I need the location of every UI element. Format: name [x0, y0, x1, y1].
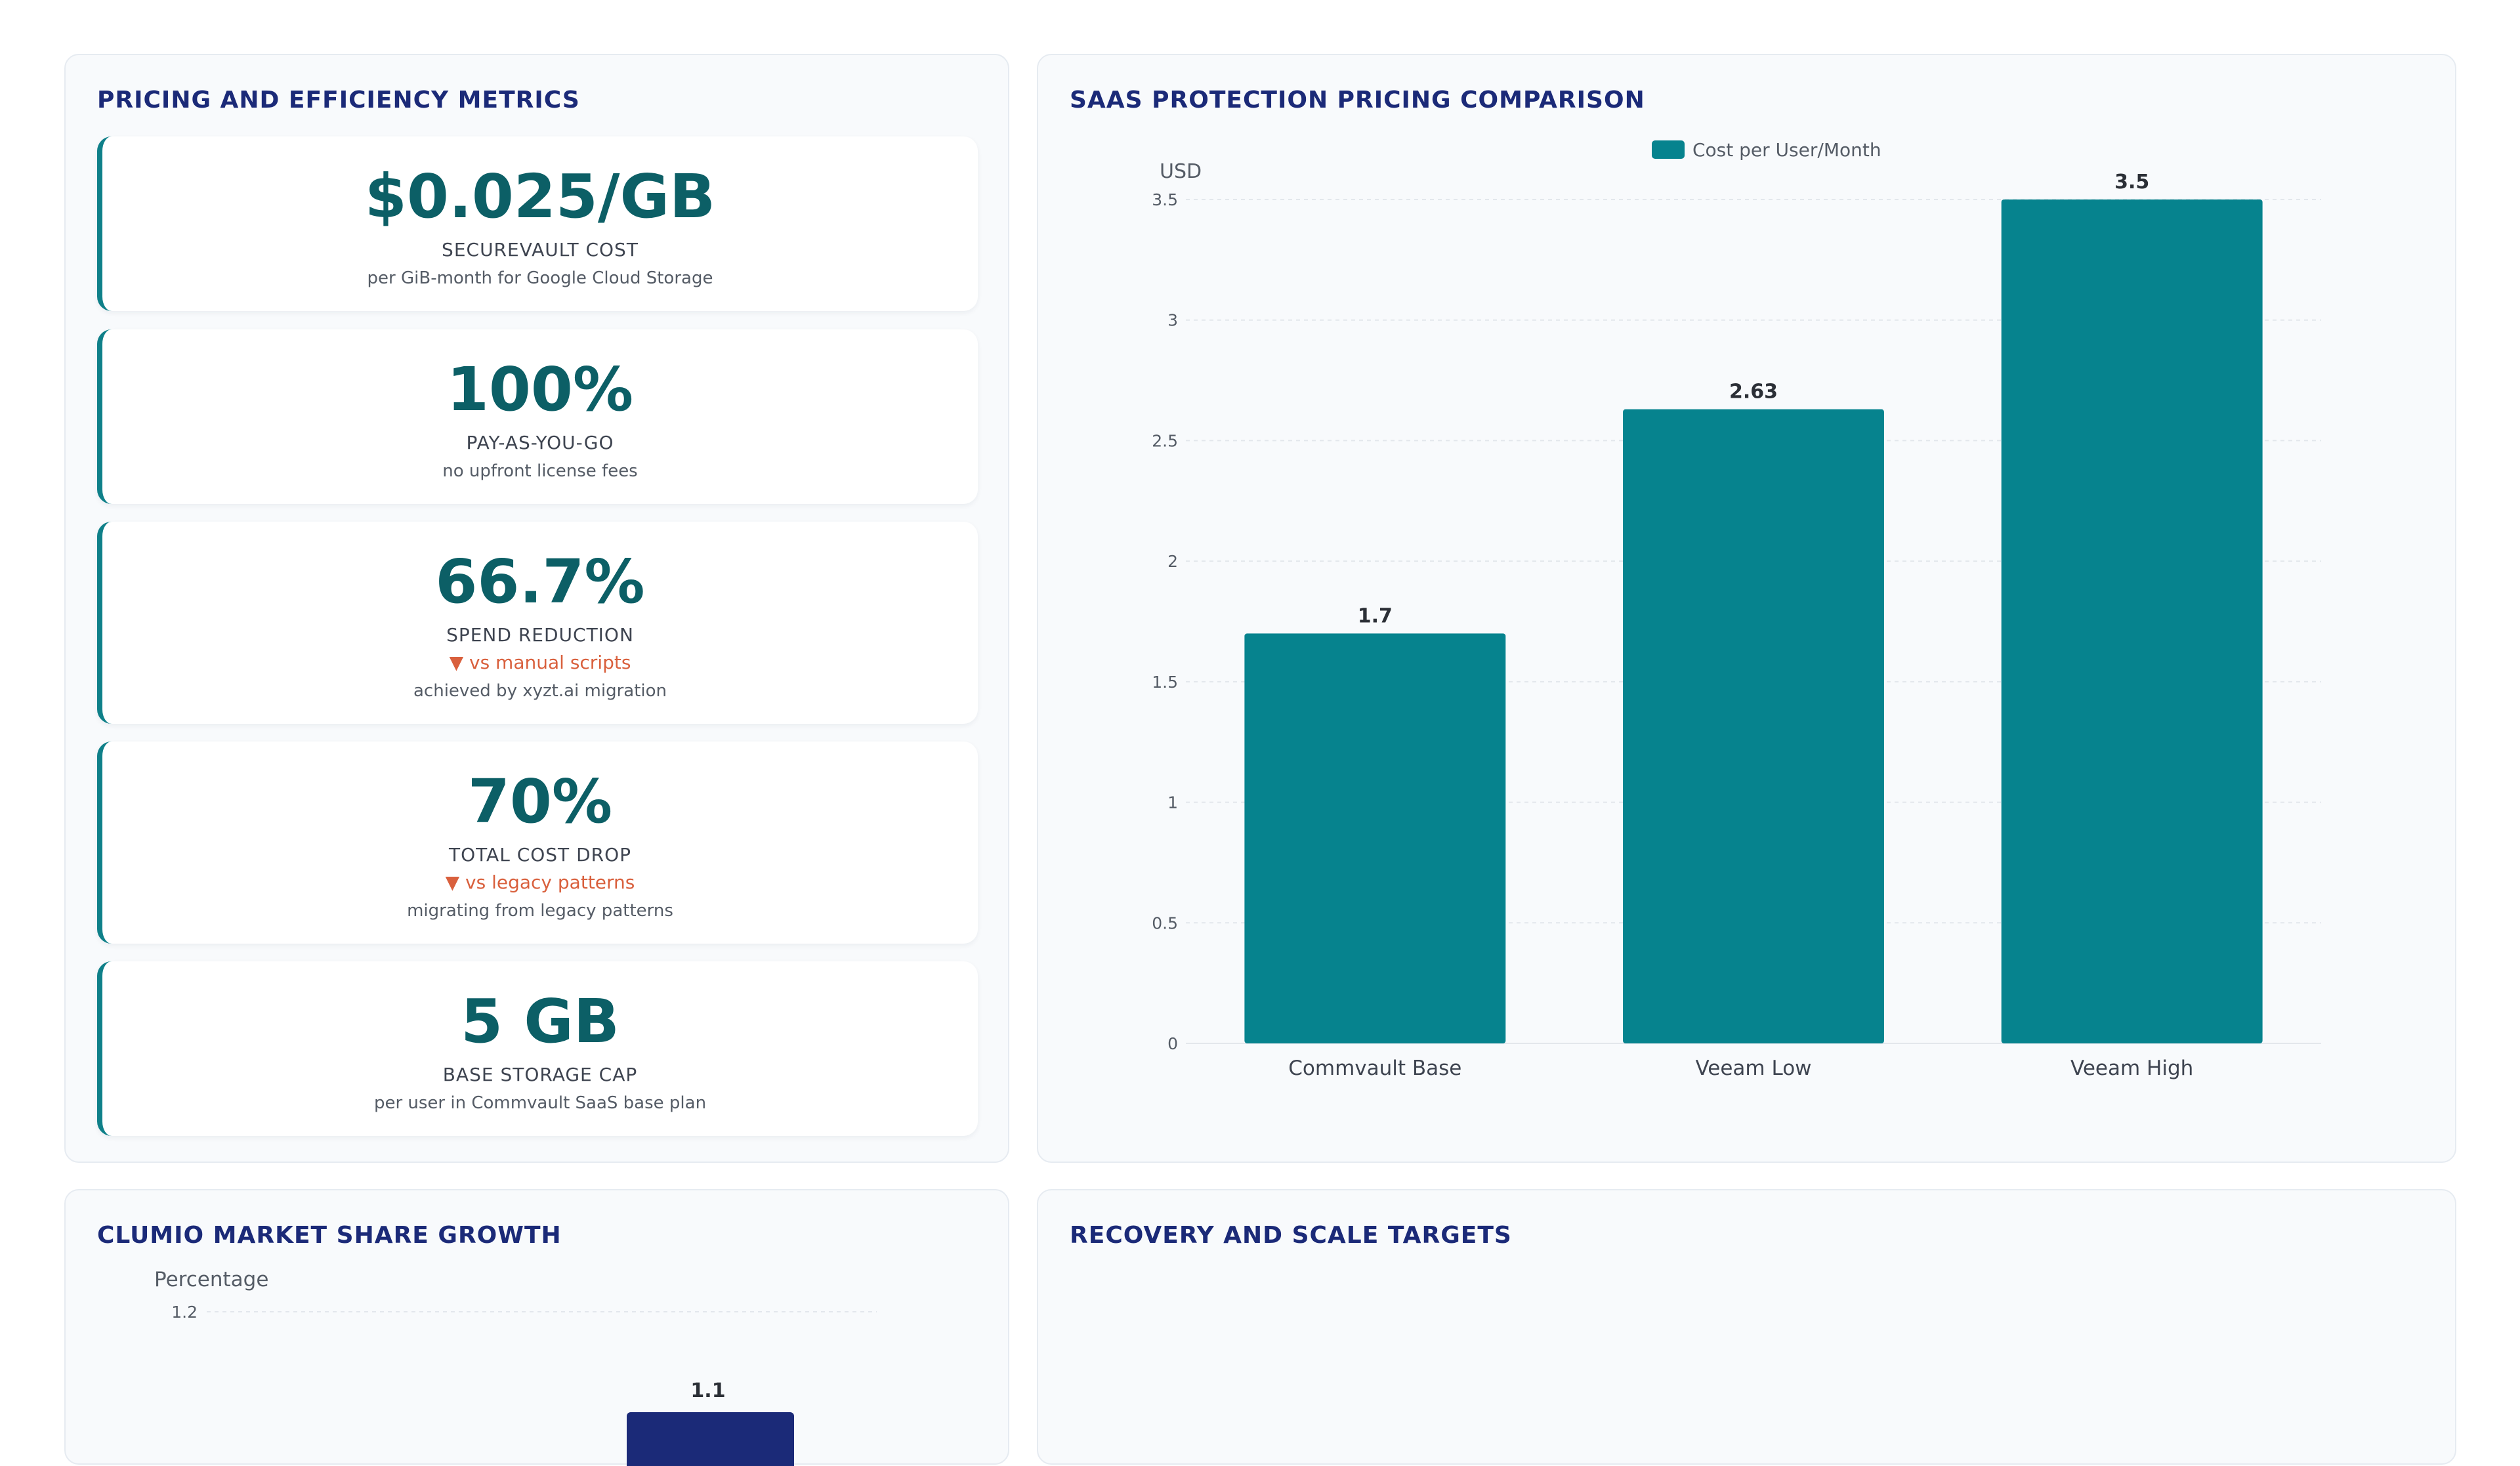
metric-card-pay-as-you-go: 100% PAY-AS-YOU-GO no upfront license fe… — [97, 329, 978, 504]
pricing-bar-chart: Cost per User/Month USD 0 0.5 1 1.5 2 2.5 3 3.5 1.… — [1152, 139, 2321, 1080]
metric-card-base-storage-cap: 5 GB BASE STORAGE CAP per user in Commva… — [97, 961, 978, 1136]
metrics-panel: PRICING AND EFFICIENCY METRICS $0.025/GB… — [64, 54, 1009, 1163]
metric-card-spend-reduction: 66.7% SPEND REDUCTION ▼ vs manual script… — [97, 522, 978, 724]
y-tick-label: 1.2 — [171, 1303, 198, 1322]
metrics-panel-title: PRICING AND EFFICIENCY METRICS — [97, 87, 580, 114]
metric-subtext: no upfront license fees — [442, 461, 638, 481]
bar — [1244, 633, 1506, 1043]
market-share-title: CLUMIO MARKET SHARE GROWTH — [97, 1222, 562, 1249]
market-share-panel: CLUMIO MARKET SHARE GROWTH Percentage 1.2… — [64, 1189, 1009, 1466]
legend: Cost per User/Month — [1652, 139, 1881, 161]
legend-label: Cost per User/Month — [1692, 139, 1881, 161]
metric-card-securevault-cost: $0.025/GB SECUREVAULT COST per GiB-month… — [97, 136, 978, 311]
bar-value-label: 3.5 — [2114, 171, 2149, 194]
metric-subtext: per GiB-month for Google Cloud Storage — [367, 268, 713, 288]
metric-value: 100% — [446, 354, 634, 425]
y-tick-label: 2.5 — [1152, 431, 1178, 450]
recovery-targets-title: RECOVERY AND SCALE TARGETS — [1070, 1222, 1512, 1249]
x-tick-label: Veeam High — [2070, 1057, 2193, 1080]
metric-value: 66.7% — [435, 547, 645, 617]
metric-delta: ▼ vs legacy patterns — [445, 871, 635, 893]
y-tick-label: 2 — [1167, 552, 1178, 571]
legend-swatch — [1652, 140, 1685, 159]
x-tick-label: Commvault Base — [1288, 1057, 1461, 1080]
y-tick-label: 0.5 — [1152, 913, 1178, 932]
bar — [2001, 199, 2263, 1043]
y-axis-label: USD — [1160, 160, 1202, 183]
y-axis-label: Percentage — [154, 1268, 268, 1291]
y-tick-label: 1 — [1167, 793, 1178, 812]
metric-subtext: achieved by xyzt.ai migration — [413, 681, 667, 701]
y-tick-label: 3 — [1167, 311, 1178, 330]
y-tick-label: 3.5 — [1152, 190, 1178, 209]
metric-subtext: per user in Commvault SaaS base plan — [373, 1093, 707, 1113]
pricing-chart-panel: SAAS PROTECTION PRICING COMPARISON Cost … — [1037, 54, 2456, 1163]
metric-subtext: migrating from legacy patterns — [407, 901, 673, 921]
metric-label: TOTAL COST DROP — [448, 844, 632, 866]
y-tick-label: 1.5 — [1152, 673, 1178, 692]
metric-label: PAY-AS-YOU-GO — [466, 432, 614, 453]
metric-value: $0.025/GB — [364, 161, 716, 232]
metric-label: SECUREVAULT COST — [442, 239, 639, 261]
metric-value: 70% — [467, 766, 613, 837]
market-share-chart: Percentage 1.2 1.1 — [154, 1268, 877, 1466]
bar — [627, 1412, 794, 1466]
metric-delta: ▼ vs manual scripts — [449, 652, 631, 673]
pricing-chart-title: SAAS PROTECTION PRICING COMPARISON — [1070, 87, 1645, 114]
bar — [1623, 409, 1884, 1043]
bar-value-label: 2.63 — [1729, 381, 1778, 404]
metric-value: 5 GB — [461, 986, 620, 1057]
metric-card-total-cost-drop: 70% TOTAL COST DROP ▼ vs legacy patterns… — [97, 742, 978, 944]
y-tick-label: 0 — [1167, 1034, 1178, 1053]
x-tick-label: Veeam Low — [1695, 1057, 1811, 1080]
metric-label: BASE STORAGE CAP — [442, 1064, 638, 1085]
bar-value-label: 1.1 — [690, 1379, 725, 1402]
metric-label: SPEND REDUCTION — [446, 624, 634, 646]
recovery-targets-panel: RECOVERY AND SCALE TARGETS — [1037, 1189, 2456, 1465]
bar-value-label: 1.7 — [1358, 604, 1393, 627]
